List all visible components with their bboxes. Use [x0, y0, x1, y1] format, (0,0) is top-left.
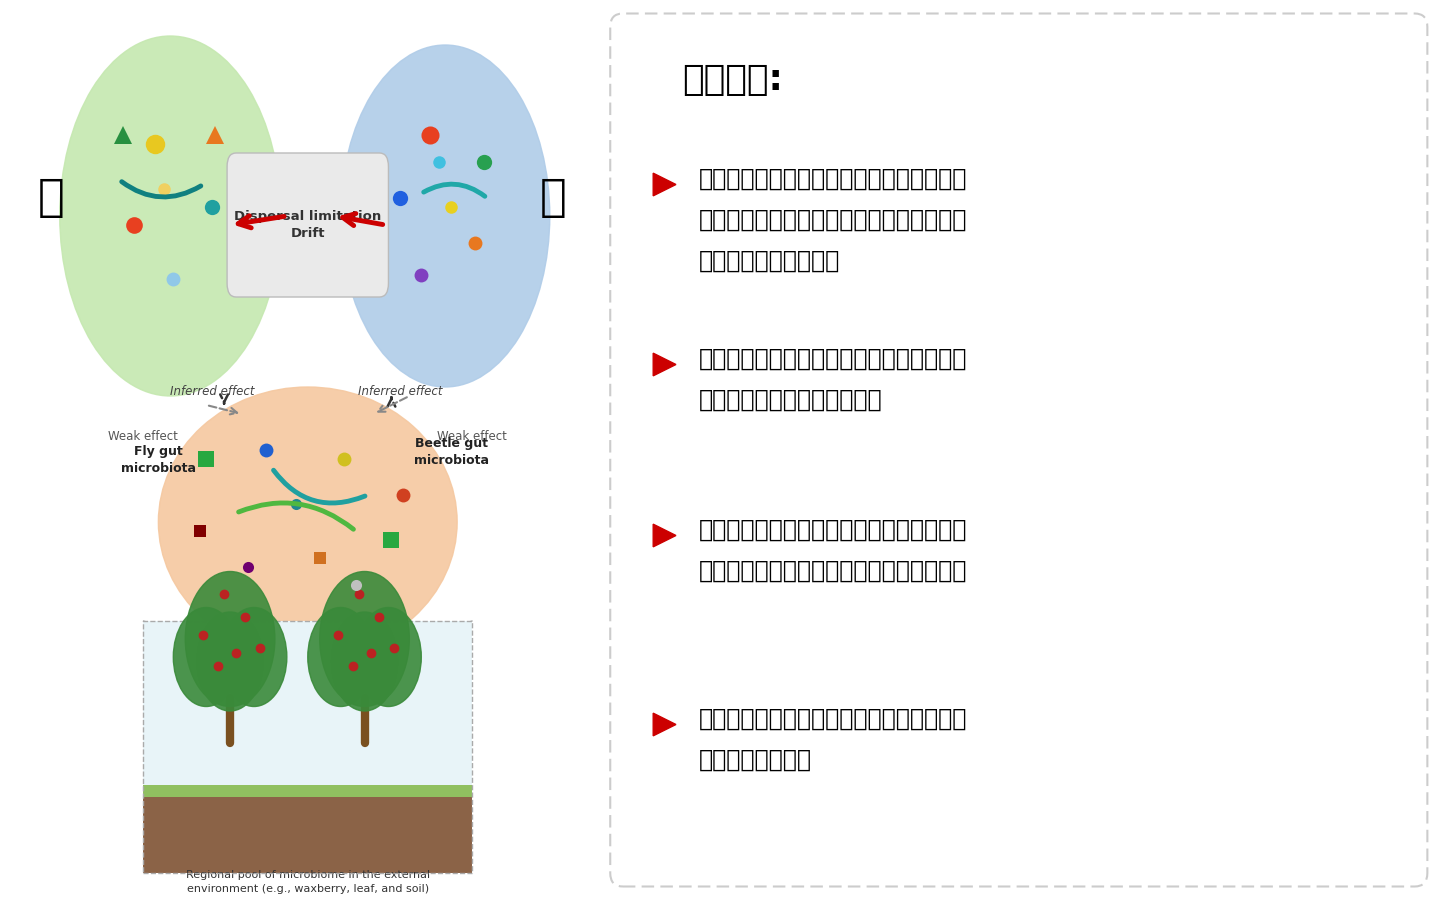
Circle shape	[356, 608, 422, 706]
Circle shape	[173, 608, 239, 706]
Text: Strong
effect: Strong effect	[295, 162, 333, 184]
Text: Weak effect: Weak effect	[108, 430, 179, 443]
Text: Weak effect: Weak effect	[438, 430, 507, 443]
FancyBboxPatch shape	[611, 14, 1427, 886]
Text: Regional pool of microbiome in the external
environment (e.g., waxberry, leaf, a: Regional pool of microbiome in the exter…	[186, 869, 429, 894]
Text: Inferred effect: Inferred effect	[359, 385, 442, 398]
Polygon shape	[654, 713, 675, 736]
Text: Inferred effect: Inferred effect	[170, 385, 255, 398]
Text: 拟果蝇与黄粉鹿角花金龟肠道微生物仅有少
量来源于扬梅、树叶和土壤区域微生物库。: 拟果蝇与黄粉鹿角花金龟肠道微生物仅有少 量来源于扬梅、树叶和土壤区域微生物库。	[698, 518, 968, 582]
Circle shape	[320, 572, 409, 706]
Text: Beetle gut
microbiota: Beetle gut microbiota	[413, 436, 488, 466]
Text: 宿主种类通过改变群落装配过程的相对贡献
塑造昆虫的细菌与真菌群落。: 宿主种类通过改变群落装配过程的相对贡献 塑造昆虫的细菌与真菌群落。	[698, 346, 968, 411]
Text: 全文总结:: 全文总结:	[683, 63, 783, 97]
Circle shape	[222, 608, 287, 706]
Circle shape	[308, 608, 373, 706]
Polygon shape	[654, 524, 675, 547]
Text: 🪲: 🪲	[540, 176, 566, 220]
Bar	[144, 621, 472, 785]
Text: Fly gut
microbiota: Fly gut microbiota	[121, 446, 196, 475]
Polygon shape	[654, 353, 675, 376]
Bar	[144, 621, 472, 873]
Circle shape	[331, 612, 397, 711]
Polygon shape	[654, 173, 675, 196]
Text: 昆虫肠道微生物的组成主要受装配过程的驱
动而非区域物种库: 昆虫肠道微生物的组成主要受装配过程的驱 动而非区域物种库	[698, 706, 968, 771]
Bar	[144, 797, 472, 873]
Ellipse shape	[341, 45, 550, 387]
Circle shape	[186, 572, 275, 706]
Bar	[144, 785, 472, 797]
Circle shape	[197, 612, 264, 711]
Text: Strong
effect: Strong effect	[289, 162, 327, 184]
Ellipse shape	[158, 387, 456, 657]
Text: 🪰: 🪰	[37, 176, 65, 220]
FancyBboxPatch shape	[228, 153, 389, 297]
Ellipse shape	[60, 36, 281, 396]
Text: Dispersal limitation
Drift: Dispersal limitation Drift	[235, 210, 382, 240]
Text: 同域内取食相同食物的拟果蝇与黄粉鹿角花
金龟，两者肠道微生物的多样性、组成和网
络结构存在显著差异。: 同域内取食相同食物的拟果蝇与黄粉鹿角花 金龟，两者肠道微生物的多样性、组成和网 …	[698, 166, 968, 273]
